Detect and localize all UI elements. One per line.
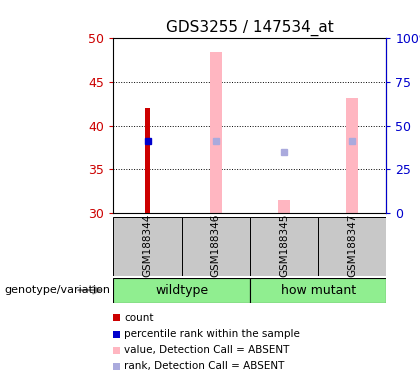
Text: genotype/variation: genotype/variation <box>4 285 110 295</box>
FancyBboxPatch shape <box>113 278 250 303</box>
Text: value, Detection Call = ABSENT: value, Detection Call = ABSENT <box>124 345 290 355</box>
FancyBboxPatch shape <box>113 217 182 276</box>
Text: wildtype: wildtype <box>155 284 208 296</box>
Text: how mutant: how mutant <box>281 284 356 296</box>
FancyBboxPatch shape <box>250 217 318 276</box>
Text: GSM188346: GSM188346 <box>211 214 221 277</box>
Bar <box>145 108 150 213</box>
Title: GDS3255 / 147534_at: GDS3255 / 147534_at <box>166 20 334 36</box>
Text: GSM188344: GSM188344 <box>142 214 152 277</box>
Bar <box>210 51 222 213</box>
Bar <box>278 200 290 213</box>
Text: count: count <box>124 313 154 323</box>
FancyBboxPatch shape <box>318 217 386 276</box>
Text: rank, Detection Call = ABSENT: rank, Detection Call = ABSENT <box>124 361 285 371</box>
FancyBboxPatch shape <box>250 278 386 303</box>
Bar <box>346 98 358 213</box>
FancyBboxPatch shape <box>182 217 250 276</box>
Text: percentile rank within the sample: percentile rank within the sample <box>124 329 300 339</box>
Text: GSM188345: GSM188345 <box>279 214 289 277</box>
Text: GSM188347: GSM188347 <box>347 214 357 277</box>
